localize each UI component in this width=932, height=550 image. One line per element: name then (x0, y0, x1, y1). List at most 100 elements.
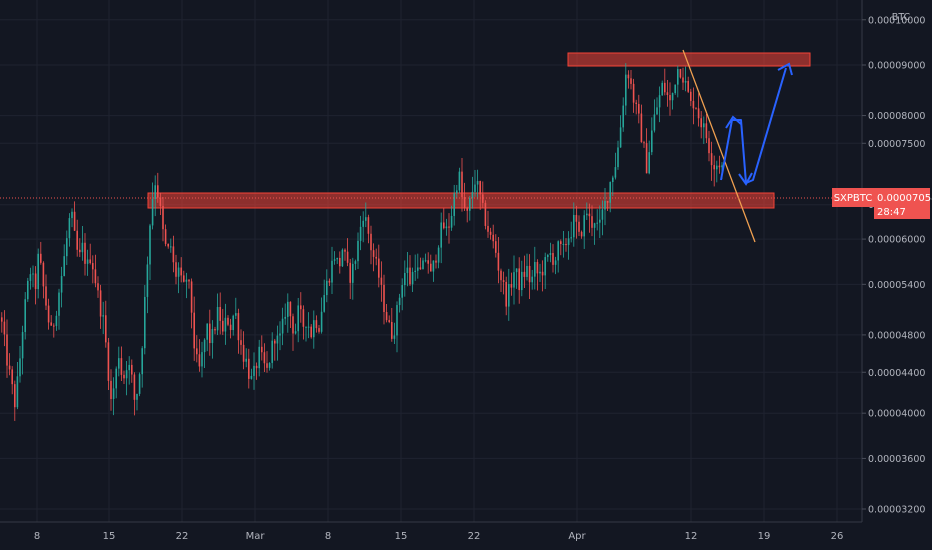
candle-body (99, 290, 102, 317)
candle-body (677, 69, 679, 85)
candle-body (190, 281, 193, 313)
x-tick-label: Mar (246, 531, 266, 542)
candles (1, 63, 723, 421)
candle-body (508, 284, 510, 307)
candle-body (567, 238, 570, 246)
candle-body (474, 184, 476, 192)
candle-body (404, 272, 406, 286)
candle-body (209, 323, 211, 344)
candle-body (294, 331, 297, 334)
time-axis[interactable] (0, 522, 932, 550)
candle-body (170, 246, 172, 248)
candle-body (144, 296, 146, 349)
candle-body (19, 358, 21, 377)
price-axis[interactable] (862, 0, 932, 522)
candle-body (3, 321, 6, 335)
candle-body (11, 369, 13, 385)
y-tick-label: 0.00010000 (868, 15, 925, 26)
candle-body (328, 280, 331, 283)
candle-body (110, 380, 112, 400)
projection-path (720, 67, 787, 184)
projection-arrowhead-2 (738, 172, 753, 186)
candle-body (557, 241, 559, 261)
candle-body (151, 199, 154, 226)
candle-body (302, 309, 305, 327)
candle-body (138, 374, 141, 394)
candle-body (346, 251, 349, 263)
candle-body (154, 185, 156, 200)
candle-body (162, 205, 164, 230)
candle-body (203, 339, 206, 353)
candle-body (76, 230, 78, 250)
candle-body (8, 365, 11, 370)
candle-body (432, 260, 435, 272)
candle-body (258, 346, 260, 369)
candle-body (216, 306, 219, 331)
candle-body (593, 223, 596, 228)
candle-body (24, 299, 26, 333)
candle-body (89, 259, 91, 264)
candle-body (219, 306, 221, 321)
candle-body (479, 181, 481, 195)
candle-body (684, 80, 687, 83)
price-axis-ticks: 0.00003200 0.00003600 0.00004000 0.00004400… (862, 15, 925, 516)
candle-body (632, 83, 635, 103)
candle-body (214, 329, 216, 331)
candle-body (159, 197, 162, 206)
candle-body (450, 215, 453, 228)
candle-body (164, 229, 167, 244)
price-badge-box (874, 188, 930, 219)
candle-body (573, 214, 575, 238)
candle-body (250, 375, 253, 379)
candle-body (372, 250, 375, 257)
candle-body (708, 138, 710, 154)
candle-body (653, 114, 656, 131)
x-tick-label: 8 (34, 531, 40, 542)
candle-body (666, 92, 669, 96)
candle-body (648, 152, 650, 174)
candle-body (393, 335, 396, 339)
candle-body (554, 260, 557, 265)
candle-body (575, 214, 578, 222)
candle-body (440, 222, 442, 248)
candle-body (279, 333, 281, 336)
candle-body (240, 340, 242, 345)
candle-body (700, 118, 702, 128)
candle-body (242, 344, 245, 362)
candle-body (45, 286, 47, 306)
candle-body (263, 352, 266, 364)
candle-body (97, 283, 99, 291)
candle-body (656, 107, 658, 115)
candle-body (461, 171, 463, 198)
candle-body (619, 127, 622, 148)
candle-body (180, 267, 182, 276)
candle-body (34, 273, 37, 290)
candle-body (198, 354, 201, 367)
candle-body (188, 279, 190, 282)
candle-body (336, 257, 338, 260)
candle-body (487, 225, 489, 232)
candle-body (370, 233, 372, 251)
candle-body (578, 221, 580, 232)
candle-body (344, 249, 346, 252)
price-badge-value: 0.00007058 (877, 193, 932, 204)
candle-body (146, 264, 149, 297)
resistance-zone (567, 52, 811, 67)
candle-body (716, 165, 718, 170)
candle-body (385, 312, 388, 321)
candle-body (141, 348, 143, 375)
candle-body (326, 280, 328, 296)
candle-body (37, 253, 39, 290)
candle-body (697, 108, 700, 119)
candle-body (484, 202, 487, 226)
price-badge[interactable]: SXPBTC 0.00007058 28:47 (832, 188, 932, 219)
candle-body (320, 311, 323, 332)
candle-body (349, 262, 351, 283)
candle-body (313, 320, 315, 338)
grid (0, 0, 862, 522)
candle-body (378, 258, 380, 278)
candle-body (583, 215, 585, 237)
candle-body (86, 259, 89, 264)
candle-body (588, 213, 591, 217)
